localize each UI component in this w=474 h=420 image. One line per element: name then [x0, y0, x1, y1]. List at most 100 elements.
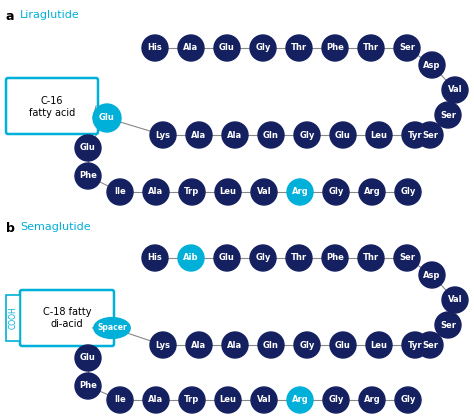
Circle shape	[358, 35, 384, 61]
Text: Gln: Gln	[263, 131, 279, 139]
Circle shape	[286, 35, 312, 61]
Text: Glu: Glu	[80, 354, 96, 362]
Text: Leu: Leu	[371, 341, 388, 349]
Text: Aib: Aib	[183, 254, 199, 262]
Circle shape	[442, 77, 468, 103]
Text: Phe: Phe	[79, 381, 97, 391]
Text: Gly: Gly	[299, 341, 315, 349]
Text: Arg: Arg	[292, 396, 309, 404]
Text: a: a	[6, 10, 15, 23]
Text: Asp: Asp	[423, 270, 441, 279]
Text: Val: Val	[447, 86, 462, 94]
Text: Ala: Ala	[148, 396, 164, 404]
Text: Ala: Ala	[228, 341, 243, 349]
Circle shape	[250, 245, 276, 271]
Text: Ser: Ser	[422, 341, 438, 349]
Text: Asp: Asp	[423, 60, 441, 69]
Circle shape	[107, 179, 133, 205]
Text: Tyr: Tyr	[408, 341, 422, 349]
Circle shape	[394, 35, 420, 61]
Text: Glu: Glu	[335, 341, 351, 349]
Text: Gly: Gly	[328, 396, 344, 404]
Text: Thr: Thr	[363, 254, 379, 262]
Circle shape	[287, 179, 313, 205]
Text: Val: Val	[257, 396, 271, 404]
Text: Thr: Thr	[363, 44, 379, 52]
Text: Lys: Lys	[155, 131, 171, 139]
Circle shape	[359, 179, 385, 205]
Text: Arg: Arg	[292, 187, 309, 197]
Circle shape	[75, 373, 101, 399]
Text: Spacer: Spacer	[97, 323, 127, 333]
Text: Glu: Glu	[219, 44, 235, 52]
Text: Ser: Ser	[422, 131, 438, 139]
Text: Glu: Glu	[80, 144, 96, 152]
Text: Ile: Ile	[114, 187, 126, 197]
Text: Glu: Glu	[219, 254, 235, 262]
FancyBboxPatch shape	[20, 290, 114, 346]
Text: Trp: Trp	[184, 396, 200, 404]
Circle shape	[402, 122, 428, 148]
Circle shape	[359, 387, 385, 413]
Text: C-16
fatty acid: C-16 fatty acid	[29, 96, 75, 118]
Text: Phe: Phe	[326, 254, 344, 262]
Text: Thr: Thr	[291, 254, 307, 262]
Text: Phe: Phe	[79, 171, 97, 181]
Text: Arg: Arg	[364, 187, 380, 197]
Circle shape	[322, 35, 348, 61]
Circle shape	[258, 122, 284, 148]
Circle shape	[178, 245, 204, 271]
Text: Glu: Glu	[335, 131, 351, 139]
Circle shape	[75, 163, 101, 189]
Circle shape	[417, 122, 443, 148]
Circle shape	[323, 179, 349, 205]
Circle shape	[419, 262, 445, 288]
Text: Ala: Ala	[191, 341, 207, 349]
Text: Leu: Leu	[219, 187, 237, 197]
Text: His: His	[147, 254, 163, 262]
Circle shape	[186, 122, 212, 148]
Text: C-18 fatty
di-acid: C-18 fatty di-acid	[43, 307, 91, 329]
Circle shape	[395, 387, 421, 413]
Circle shape	[330, 332, 356, 358]
Circle shape	[251, 179, 277, 205]
Circle shape	[215, 387, 241, 413]
Circle shape	[179, 179, 205, 205]
Text: Ala: Ala	[183, 44, 199, 52]
Text: Arg: Arg	[364, 396, 380, 404]
Text: Gly: Gly	[299, 131, 315, 139]
Text: His: His	[147, 44, 163, 52]
Circle shape	[178, 35, 204, 61]
Circle shape	[366, 332, 392, 358]
Text: Trp: Trp	[184, 187, 200, 197]
Text: Ser: Ser	[440, 110, 456, 120]
Circle shape	[287, 387, 313, 413]
Text: Glu: Glu	[99, 113, 115, 123]
Circle shape	[179, 387, 205, 413]
Circle shape	[143, 179, 169, 205]
Text: COOH: COOH	[9, 307, 18, 329]
Circle shape	[442, 287, 468, 313]
Circle shape	[294, 332, 320, 358]
Text: Lys: Lys	[155, 341, 171, 349]
Circle shape	[186, 332, 212, 358]
Circle shape	[323, 387, 349, 413]
FancyBboxPatch shape	[6, 295, 20, 341]
Circle shape	[214, 245, 240, 271]
Circle shape	[142, 245, 168, 271]
Circle shape	[222, 122, 248, 148]
Text: Liraglutide: Liraglutide	[20, 10, 80, 20]
Circle shape	[435, 102, 461, 128]
Circle shape	[286, 245, 312, 271]
Circle shape	[250, 35, 276, 61]
Text: Ser: Ser	[399, 44, 415, 52]
Circle shape	[330, 122, 356, 148]
Circle shape	[294, 122, 320, 148]
Text: Gly: Gly	[255, 254, 271, 262]
Text: Leu: Leu	[219, 396, 237, 404]
Text: Leu: Leu	[371, 131, 388, 139]
Circle shape	[150, 122, 176, 148]
Text: Val: Val	[447, 296, 462, 304]
Circle shape	[93, 104, 121, 132]
Circle shape	[395, 179, 421, 205]
